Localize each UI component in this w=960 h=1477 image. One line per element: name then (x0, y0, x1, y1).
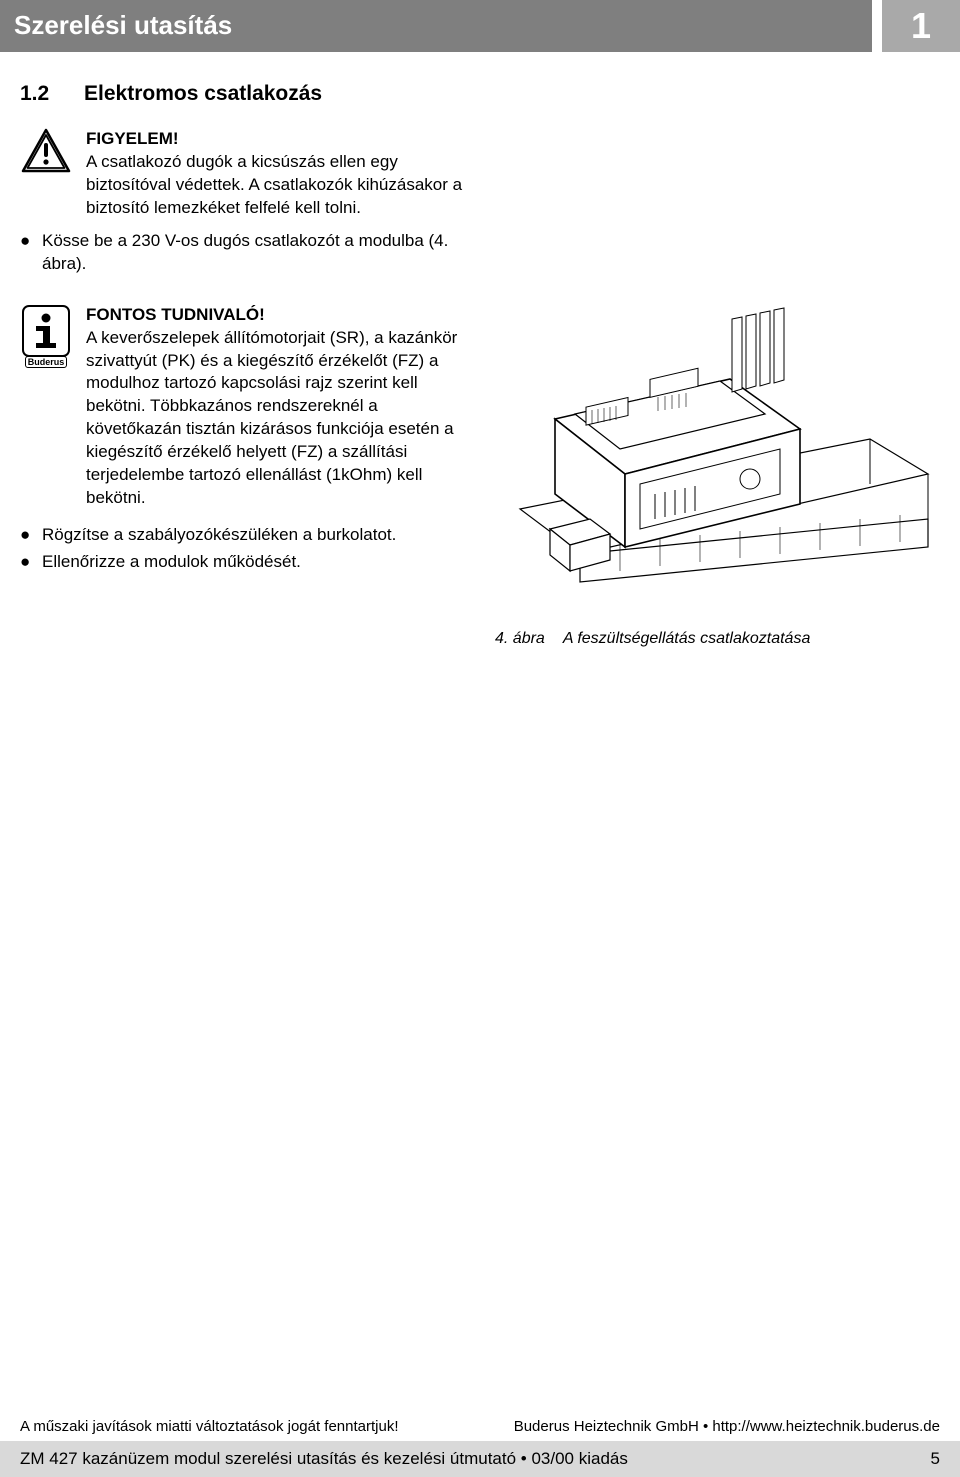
warning-block: FIGYELEM! A csatlakozó dugók a kicsúszás… (20, 128, 465, 220)
bullet-item: ● Ellenőrizze a modulok működését. (20, 551, 465, 574)
figure-caption-text: A feszültségellátás csatlakoztatása (563, 630, 811, 647)
info-body: A keverőszelepek állítómotorjait (SR), a… (86, 328, 457, 508)
section-heading: 1.2 Elektromos csatlakozás (20, 82, 940, 106)
bullet-text: Kösse be a 230 V-os dugós csatlakozót a … (42, 230, 465, 276)
bullet-marker: ● (20, 230, 42, 276)
legal-right: Buderus Heiztechnik GmbH • http://www.he… (514, 1418, 940, 1435)
legal-row: A műszaki javítások miatti változtatások… (0, 1418, 960, 1441)
warning-icon (20, 128, 72, 174)
page: Szerelési utasítás 1 1.2 Elektromos csat… (0, 0, 960, 1477)
warning-heading: FIGYELEM! (86, 129, 179, 148)
info-icon: Buderus (20, 304, 72, 510)
bullet-text: Rögzítse a szabályozókészüléken a burkol… (42, 524, 465, 547)
chapter-number: 1 (882, 0, 960, 52)
info-block: Buderus FONTOS TUDNIVALÓ! A keverőszelep… (20, 304, 465, 510)
page-header: Szerelési utasítás 1 (0, 0, 960, 52)
header-gap (872, 0, 882, 52)
figure-label: 4. ábra (495, 630, 545, 647)
content-area: 1.2 Elektromos csatlakozás FIGYELEM (0, 52, 960, 648)
figure-illustration (495, 274, 935, 604)
bullet-marker: ● (20, 551, 42, 574)
left-column: FIGYELEM! A csatlakozó dugók a kicsúszás… (20, 128, 465, 648)
footer-bar: ZM 427 kazánüzem modul szerelési utasítá… (0, 1441, 960, 1477)
footer-bar-left: ZM 427 kazánüzem modul szerelési utasítá… (20, 1449, 628, 1469)
two-column-layout: FIGYELEM! A csatlakozó dugók a kicsúszás… (20, 128, 940, 648)
warning-body: A csatlakozó dugók a kicsúszás ellen egy… (86, 152, 462, 217)
bullet-text: Ellenőrizze a modulok működését. (42, 551, 465, 574)
right-column: 4. ábra A feszültségellátás csatlakoztatá… (495, 128, 940, 648)
footer-page-number: 5 (931, 1449, 940, 1469)
info-heading: FONTOS TUDNIVALÓ! (86, 305, 265, 324)
bullet-list-2: ● Rögzítse a szabályozókészüléken a burk… (20, 524, 465, 574)
brand-badge: Buderus (25, 356, 68, 368)
bullet-marker: ● (20, 524, 42, 547)
info-text: FONTOS TUDNIVALÓ! A keverőszelepek állít… (86, 304, 465, 510)
header-title: Szerelési utasítás (0, 0, 872, 52)
bullet-item: ● Kösse be a 230 V-os dugós csatlakozót … (20, 230, 465, 276)
warning-text: FIGYELEM! A csatlakozó dugók a kicsúszás… (86, 128, 465, 220)
section-number: 1.2 (20, 82, 84, 106)
section-title: Elektromos csatlakozás (84, 82, 322, 106)
bullet-item: ● Rögzítse a szabályozókészüléken a burk… (20, 524, 465, 547)
legal-left: A műszaki javítások miatti változtatások… (20, 1418, 399, 1435)
figure-caption: 4. ábra A feszültségellátás csatlakoztatá… (495, 630, 940, 648)
footer-area: A műszaki javítások miatti változtatások… (0, 1418, 960, 1477)
